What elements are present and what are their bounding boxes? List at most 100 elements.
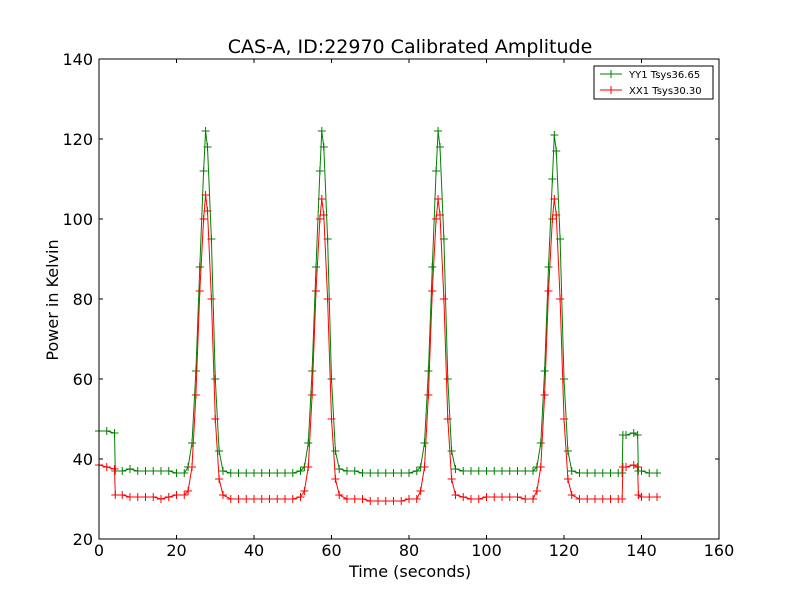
data-point-marker [424,367,433,375]
data-point-marker [521,467,530,475]
data-point-marker [273,469,282,477]
y-tick-label: 100 [62,210,93,229]
data-point-marker [191,367,200,375]
data-point-marker [126,465,134,473]
data-point-marker [397,497,406,505]
data-point-marker [257,495,266,503]
legend-item: XX1 Tsys30.30 [600,86,702,97]
data-point-marker [250,469,258,477]
data-point-marker [288,495,297,503]
data-point-marker [315,167,324,175]
data-point-marker [552,147,561,155]
plot-area [95,127,661,505]
data-point-marker [482,493,491,501]
data-point-marker [591,495,599,503]
data-point-marker [281,495,289,503]
data-point-marker [467,495,475,503]
data-point-marker [226,469,235,477]
data-point-marker [563,447,572,455]
data-point-marker [550,131,559,139]
data-point-marker [436,211,444,219]
data-point-marker [242,495,251,503]
data-point-marker [548,175,557,183]
series-2 [95,191,661,505]
data-point-marker [242,469,251,477]
data-point-marker [323,295,332,303]
data-point-marker [381,497,390,505]
data-point-marker [550,195,559,203]
data-point-marker [374,469,382,477]
data-point-marker [157,495,165,503]
data-point-marker [505,467,514,475]
data-point-marker [606,495,615,503]
data-point-marker [583,495,592,503]
data-point-marker [598,495,607,503]
chart-title: CAS-A, ID:22970 Calibrated Amplitude [228,36,593,58]
data-point-marker [622,463,630,471]
data-point-marker [552,211,561,219]
legend: YY1 Tsys36.65 XX1 Tsys30.30 [593,65,714,100]
data-point-marker [331,447,340,455]
data-point-marker [366,497,375,505]
data-point-marker [653,469,661,477]
y-tick-label: 80 [73,290,93,309]
data-point-marker [420,439,429,447]
data-point-marker [498,467,506,475]
data-point-marker [319,143,328,151]
data-point-marker [505,493,514,501]
data-point-marker [633,463,642,471]
data-point-marker [157,467,165,475]
legend-marker [607,70,615,78]
data-point-marker [102,463,111,471]
data-point-marker [312,263,320,271]
data-point-marker [149,493,158,501]
data-point-marker [250,495,258,503]
data-point-marker [203,207,212,215]
data-point-marker [412,467,421,475]
data-point-marker [288,469,297,477]
x-tick-label: 140 [626,541,657,560]
data-point-marker [618,495,627,503]
data-point-marker [447,475,456,483]
data-point-marker [300,487,309,495]
data-point-marker [389,497,398,505]
data-point-marker [536,463,545,471]
data-point-marker [335,465,344,473]
data-point-marker [548,215,557,223]
y-tick-label: 20 [73,530,93,549]
data-point-marker [327,375,336,383]
x-tick-label: 80 [399,541,419,560]
data-point-marker [536,439,545,447]
data-point-marker [111,491,120,499]
data-point-marker [188,463,196,471]
data-point-marker [439,295,448,303]
data-point-marker [215,475,224,483]
data-point-marker [575,495,584,503]
data-point-marker [424,391,433,399]
data-point-marker [560,375,568,383]
data-point-marker [544,287,553,295]
data-point-marker [490,493,499,501]
data-point-marker [563,475,572,483]
data-point-marker [583,469,592,477]
data-point-marker [141,493,150,501]
data-point-marker [296,467,305,475]
data-point-marker [211,415,220,423]
data-point-marker [618,469,627,477]
data-point-marker [118,491,127,499]
data-point-marker [312,287,320,295]
data-point-marker [265,469,274,477]
data-point-marker [544,263,553,271]
data-point-marker [560,415,568,423]
x-tick-label: 160 [704,541,735,560]
data-point-marker [172,491,181,499]
data-point-marker [482,467,491,475]
data-point-marker [416,487,425,495]
data-point-marker [513,467,522,475]
y-axis-label: Power in Kelvin [43,239,62,360]
data-point-marker [637,493,646,501]
data-point-marker [195,263,204,271]
data-point-marker [315,215,324,223]
